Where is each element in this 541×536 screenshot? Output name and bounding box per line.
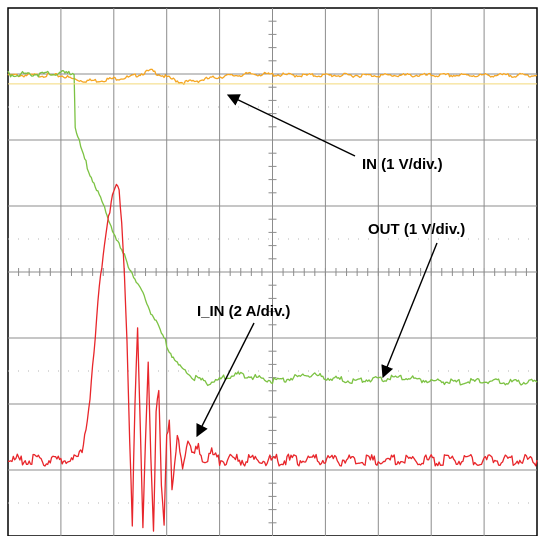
waveform-traces bbox=[7, 68, 538, 532]
iin-trace bbox=[7, 183, 538, 532]
in-trace-label: IN (1 V/div.) bbox=[362, 156, 443, 173]
out-arrow bbox=[381, 242, 438, 379]
in-trace bbox=[7, 68, 538, 86]
out-trace-label: OUT (1 V/div.) bbox=[368, 221, 465, 238]
annotation-arrows bbox=[196, 94, 438, 438]
iin-trace-label: I_IN (2 A/div.) bbox=[197, 303, 290, 320]
in-arrow bbox=[226, 94, 356, 157]
graticule bbox=[7, 7, 538, 536]
iin-arrow bbox=[196, 322, 255, 438]
out-trace bbox=[7, 70, 538, 387]
